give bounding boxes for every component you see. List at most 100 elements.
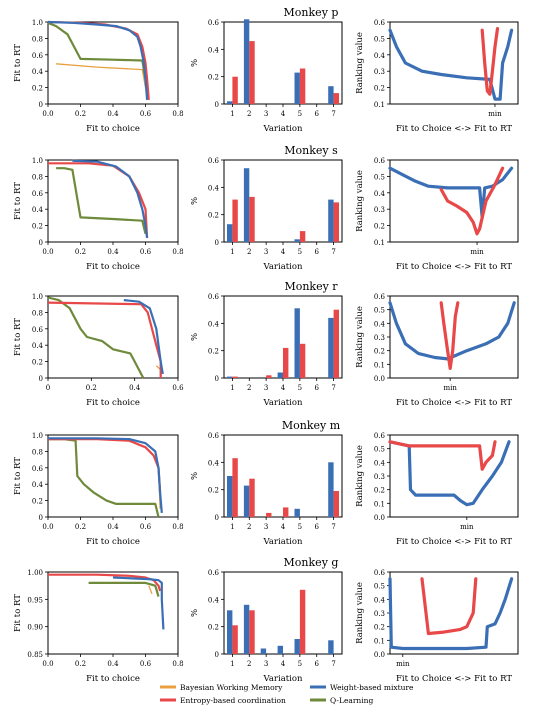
x-axis-label: Variation [262,674,303,684]
bar-weight [328,317,334,378]
y-axis-label: Fit to RT [13,594,23,632]
pareto-line-qlearning [88,581,160,597]
pareto-line-bwm [56,63,147,88]
bar-entropy [299,343,306,378]
x-tick-label: 0.2 [86,384,97,392]
bar-entropy [333,93,339,104]
pareto-frame [47,295,179,379]
bar-entropy [232,458,238,517]
y-axis-label: Ranking value [355,306,365,368]
bar-entropy [232,76,238,104]
x-tick-label: 3 [264,660,268,668]
bar-weight [243,168,250,242]
y-tick-label: 0.2 [208,74,219,82]
pareto-line-qlearning [48,438,160,518]
y-tick-label: 0.6 [208,293,220,301]
x-tick-label: 0.4 [107,110,119,118]
x-tick-label: 6 [314,523,319,531]
y-tick-label: 0.90 [27,624,43,632]
x-tick-label: 4 [281,523,286,531]
x-axis-label: Variation [262,537,303,547]
pareto-line-qlearning [56,167,147,235]
y-tick-label: 0.6 [32,465,44,473]
x-tick-label: 4 [281,384,286,392]
x-tick-label: 0.8 [172,110,183,118]
y-tick-label: 0.4 [374,190,386,198]
variation-frame [223,434,343,518]
y-tick-label: 1.0 [32,432,43,440]
min-label: min [488,110,502,118]
legend-label: Weight-based mixture [330,683,414,692]
y-axis-label: % [190,197,200,205]
panel-title: Monkey r [284,280,338,293]
x-tick-label: 0.2 [75,248,86,256]
y-tick-label: 0.4 [32,342,44,350]
y-axis-label: Ranking value [355,32,365,94]
y-tick-label: 0.2 [374,223,385,231]
ranking-line-weight [388,440,511,507]
min-label: min [470,248,484,256]
x-tick-label: 0.0 [42,523,53,531]
x-tick-label: 5 [298,523,302,531]
y-axis-label: Fit to RT [13,44,23,82]
x-tick-label: 4 [281,110,286,118]
y-tick-label: 0.6 [208,157,220,165]
x-tick-label: 0.6 [172,384,184,392]
x-tick-label: 0.0 [42,660,53,668]
bar-entropy [249,41,255,104]
y-tick-label: 0.1 [374,101,385,109]
ranking-frame [389,21,519,105]
y-tick-label: 0.4 [208,459,220,467]
x-tick-label: 6 [314,384,319,392]
y-tick-label: 0 [215,375,219,383]
x-axis-label: Fit to choice [86,398,140,408]
x-tick-label: 7 [331,384,335,392]
min-label: min [396,660,410,668]
x-tick-label: 0.4 [107,660,119,668]
x-tick-label: 5 [298,384,302,392]
x-axis-label: Fit to Choice <-> Fit to RT [396,124,512,134]
y-tick-label: 0.2 [32,223,43,231]
x-tick-label: 0.8 [172,523,183,531]
y-tick-label: 1.0 [32,293,43,301]
y-tick-label: 0.85 [27,651,43,659]
bar-entropy [232,625,238,654]
y-tick-label: 1.0 [32,157,43,165]
panel-title: Monkey m [282,419,341,432]
x-tick-label: 6 [314,110,319,118]
x-tick-label: 6 [314,660,319,668]
x-axis-label: Fit to choice [86,674,140,684]
y-tick-label: 0.4 [208,184,220,192]
min-label: min [460,523,474,531]
pareto-line-entropy [47,301,162,378]
y-axis-label: % [190,472,200,480]
y-tick-label: 0 [215,239,219,247]
y-tick-label: 0.8 [32,173,43,181]
x-tick-label: 5 [298,110,302,118]
y-tick-label: 0.4 [208,320,220,328]
y-tick-label: 0.5 [374,173,385,181]
x-axis-label: Fit to choice [86,124,140,134]
y-tick-label: 0.2 [374,85,385,93]
bar-entropy [283,347,289,378]
x-axis-label: Fit to Choice <-> Fit to RT [396,537,512,547]
y-tick-label: 0.8 [32,35,43,43]
bar-weight [294,508,300,517]
bar-entropy [333,202,339,242]
pareto-line-weight [123,299,164,375]
x-axis-label: Fit to Choice <-> Fit to RT [396,262,512,272]
y-axis-label: Fit to RT [13,318,23,356]
bar-weight [227,476,233,517]
bar-weight [260,648,267,654]
bar-weight [243,604,250,654]
legend-label: Bayesian Working Memory [180,683,283,692]
bar-weight [227,610,233,654]
y-axis-label: % [190,609,200,617]
y-tick-label: 0.2 [208,487,219,495]
y-tick-label: 0.3 [374,334,385,342]
panel-title: Monkey p [284,6,339,19]
y-tick-label: 0.4 [32,206,44,214]
ranking-line-entropy [439,301,460,370]
y-tick-label: 0.4 [208,46,220,54]
